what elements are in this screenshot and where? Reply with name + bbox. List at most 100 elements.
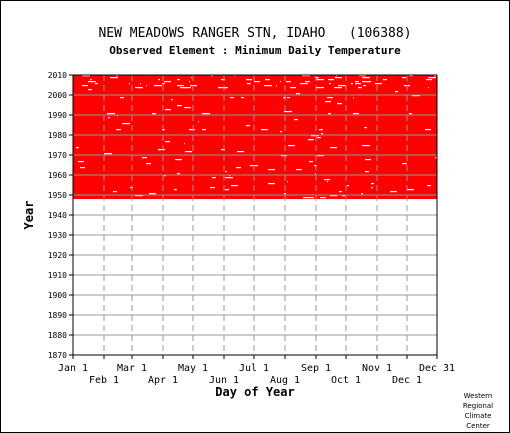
missing-day-mark [409,113,412,115]
missing-day-mark [185,151,192,153]
missing-day-mark [120,97,124,99]
y-tick-label: 1990 [48,111,67,120]
y-tick-label: 2000 [48,91,67,100]
missing-day-mark [311,135,319,137]
missing-day-mark [330,147,337,149]
missing-day-mark [430,77,436,79]
missing-day-mark [224,87,228,89]
missing-day-mark [364,127,367,129]
missing-day-mark [218,87,226,89]
y-tick-label: 1930 [48,231,67,240]
y-tick-label: 1880 [48,331,67,340]
y-tick-label: 1950 [48,191,67,200]
missing-day-mark [327,181,328,183]
missing-day-mark [334,87,342,89]
missing-day-mark [321,133,323,135]
missing-day-mark [358,87,362,89]
y-tick-label: 1900 [48,291,67,300]
missing-day-mark [165,141,170,143]
missing-day-mark [261,129,268,131]
missing-day-mark [353,113,359,115]
missing-day-mark [337,103,342,105]
missing-day-mark [402,77,406,79]
missing-day-mark [95,83,98,85]
missing-day-mark [164,81,171,83]
x-tick-label: Sep 1 [301,363,331,374]
y-axis-title: Year [22,201,36,230]
x-tick-label: Dec 31 [419,363,455,374]
x-tick-label: Mar 1 [117,363,147,374]
missing-day-mark [158,79,160,81]
missing-day-mark [149,193,156,195]
missing-day-mark [427,185,431,187]
y-tick-label: 1910 [48,271,67,280]
missing-day-mark [319,129,323,131]
missing-day-mark [317,137,321,139]
missing-day-mark [174,189,177,191]
missing-day-mark [286,81,291,83]
missing-day-mark [78,161,84,163]
missing-day-mark [154,113,156,115]
missing-day-mark [90,79,92,81]
credit-line: Climate [464,412,492,420]
missing-day-mark [162,83,165,85]
y-tick-label: 1920 [48,251,67,260]
missing-day-mark [236,167,241,169]
missing-day-mark [315,77,319,79]
missing-day-mark [305,81,310,83]
chart-subtitle: Observed Element : Minimum Daily Tempera… [109,44,401,57]
missing-day-mark [280,131,282,133]
missing-day-mark [335,77,342,79]
missing-day-mark [362,145,370,147]
missing-day-mark [234,75,235,77]
missing-day-mark [290,87,296,89]
missing-day-mark [281,155,287,157]
missing-day-mark [225,177,233,179]
missing-day-mark [104,153,112,155]
missing-day-mark [122,123,130,125]
missing-day-mark [146,85,147,87]
missing-day-mark [339,191,342,193]
missing-day-mark [328,79,334,81]
missing-day-mark [225,189,229,191]
missing-day-mark [135,195,143,197]
missing-day-mark [241,97,244,99]
missing-day-mark [135,87,143,89]
missing-day-mark [146,163,151,165]
missing-day-mark [184,143,185,145]
missing-day-mark [229,175,230,177]
x-tick-label: Feb 1 [89,375,119,386]
missing-day-mark [371,183,374,185]
missing-day-mark [171,99,173,101]
missing-day-mark [88,89,92,91]
missing-day-mark [425,129,431,131]
missing-day-mark [395,91,398,93]
missing-day-mark [324,179,328,181]
missing-day-mark [265,79,270,81]
missing-day-mark [80,167,85,169]
x-tick-label: Jul 1 [239,363,269,374]
missing-day-mark [338,85,346,87]
missing-day-mark [336,75,337,77]
missing-day-mark [317,155,324,157]
missing-day-mark [140,83,141,85]
missing-day-mark [254,81,260,83]
missing-day-mark [315,173,316,175]
missing-day-mark [316,79,324,81]
missing-day-mark [221,79,225,81]
missing-day-mark [191,77,192,79]
missing-day-mark [375,83,382,85]
missing-day-mark [428,87,429,89]
missing-day-mark [284,111,292,113]
y-tick-label: 1970 [48,151,67,160]
credit-line: Center [466,422,490,430]
missing-day-mark [117,115,118,117]
missing-day-mark [177,85,184,87]
missing-day-mark [276,85,277,87]
x-tick-label: Nov 1 [362,363,392,374]
x-tick-label: Oct 1 [331,375,361,386]
missing-day-mark [116,75,118,77]
missing-day-mark [82,85,88,87]
missing-day-mark [284,193,286,195]
missing-day-mark [189,129,195,131]
